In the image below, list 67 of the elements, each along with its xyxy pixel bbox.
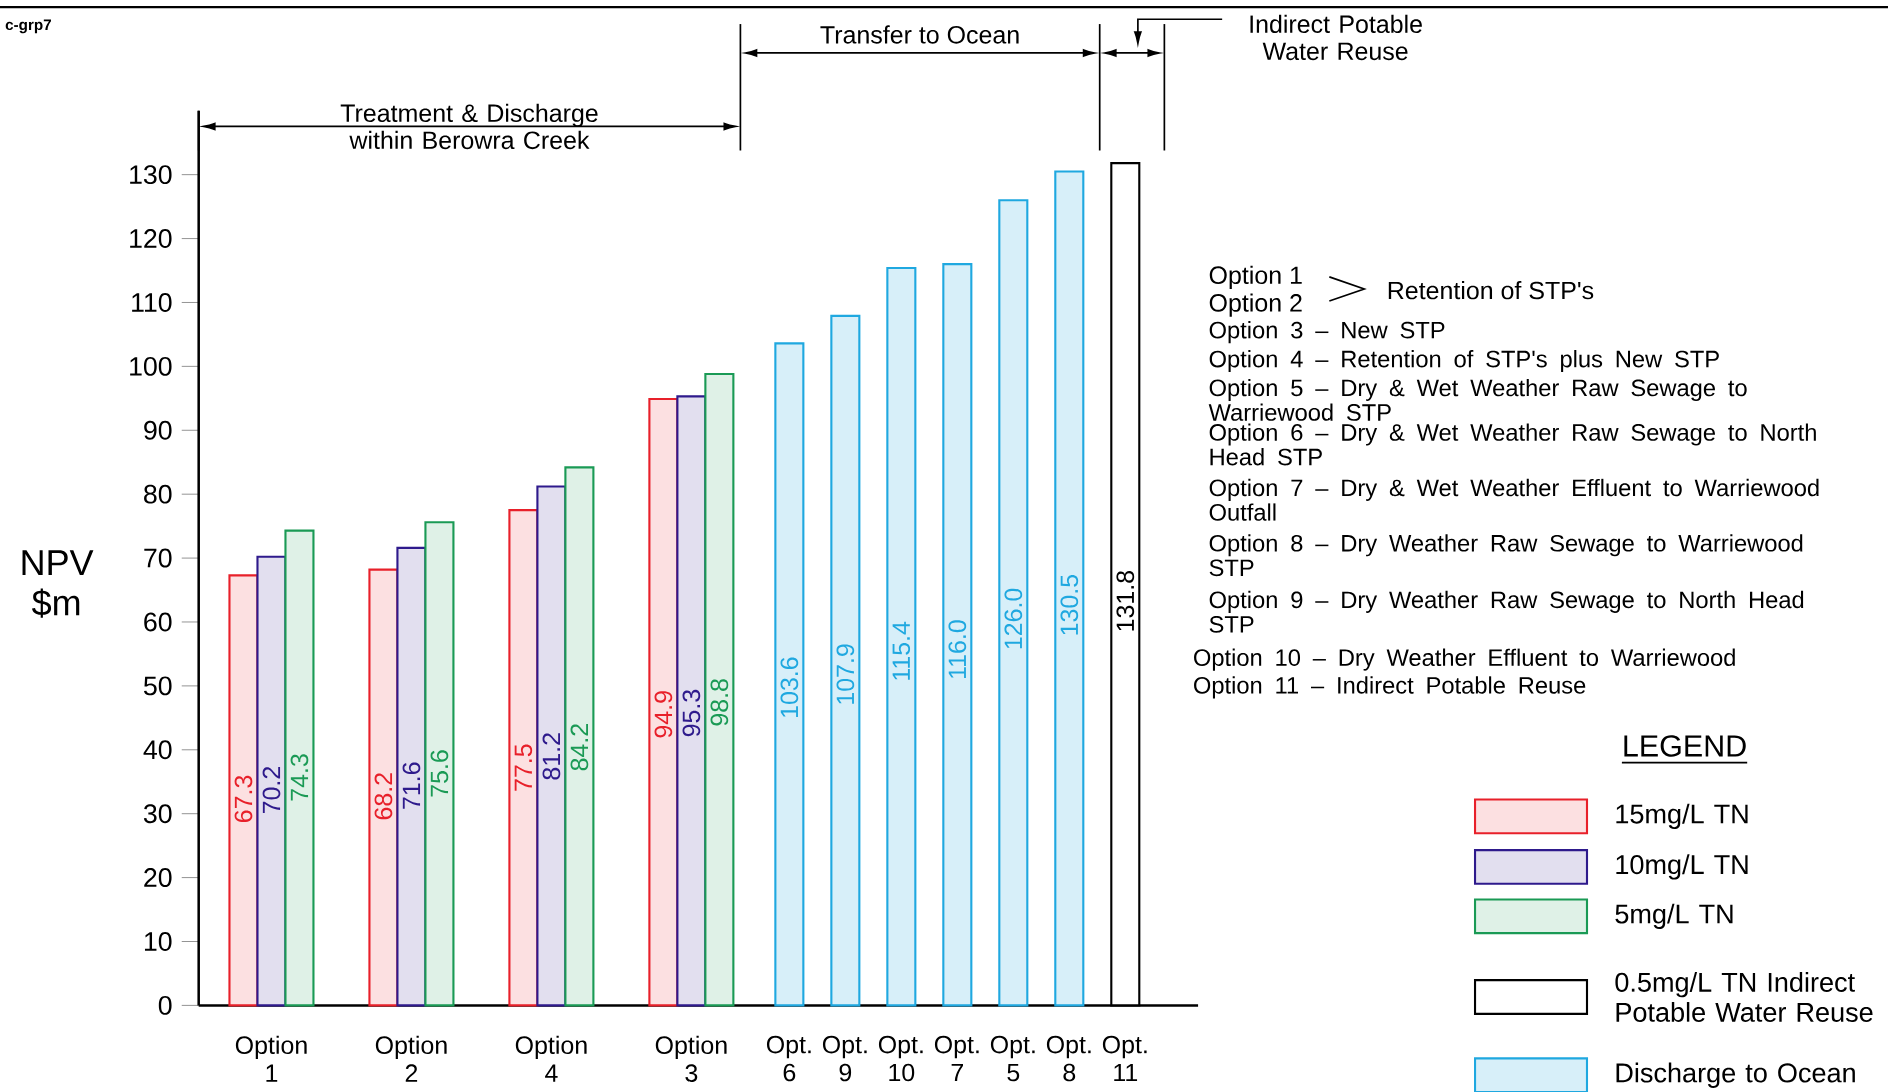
y-tick-label: 100 [130,356,172,376]
x-tick-label: Option 2 [375,1035,447,1082]
annotation: Treatment & Discharge within Berowra Creek [340,103,598,150]
annotation: Option 11 – Indirect Potable Reuse [1194,676,1586,699]
text: Option 8 – Dry Weather Raw Sewage to Warriewood STP [1209,534,1803,577]
data-label: 95.3 [682,689,701,737]
data-label: 115.4 [892,621,911,680]
y-tick-label: 70 [144,548,172,568]
text: Option 9 – Dry Weather Raw Sewage to North Head STP [1209,590,1804,633]
x-tick-label: Opt. 10 [878,1035,923,1082]
x-tick-label: Opt. 9 [822,1035,867,1082]
annotation: Option 10 – Dry Weather Effluent to Warriewood [1194,648,1735,671]
text: Option 5 – Dry & Wet Weather Raw Sewage to Warriewood STP [1208,378,1747,421]
y-tick-label: 130 [130,165,172,185]
text: Retention of STP's [1388,280,1594,300]
legend-label: 5mg/L TN [1615,903,1733,929]
data-label: 103.6 [780,657,799,717]
data-label: 67.3 [234,775,253,822]
x-tick-label: Opt. 8 [1046,1035,1091,1082]
data-label: 68.2 [374,773,393,820]
x-tick-label: Opt. 6 [766,1035,811,1082]
data-label: 71.6 [402,762,421,809]
text: Option 4 – Retention of STP's plus New STP [1209,349,1719,373]
y-tick-label: 0 [158,995,172,1015]
text: Option 2 [1209,293,1302,317]
data-label: 74.3 [290,754,309,801]
y-tick-label: 20 [144,868,172,887]
data-label: 126.0 [1004,588,1023,649]
text: c-grp7 [5,19,51,34]
text: Indirect Potable Water Reuse [1250,14,1422,61]
y-tick-label: 60 [144,612,172,632]
text: Transfer to Ocean [820,25,1019,44]
data-label: 98.8 [710,679,729,726]
data-label: 75.6 [430,750,449,797]
data-label: 131.8 [1116,570,1135,631]
legend-label: 15mg/L TN [1616,803,1748,829]
y-tick-label: 110 [132,292,172,312]
y-axis-title: NPV $m [22,550,94,618]
legend-label: Discharge to Ocean [1616,1062,1855,1088]
x-tick-label: Option 3 [655,1035,727,1082]
y-tick-label: 40 [143,740,172,760]
x-tick-label: Opt. 11 [1102,1035,1147,1082]
legend-label: 0.5mg/L TN Indirect Potable Water Reuse [1615,971,1873,1022]
data-label: 116.0 [948,620,967,678]
data-label: 77.5 [514,744,533,791]
text: Option 6 – Dry & Wet Weather Raw Sewage to North Head STP [1209,423,1816,466]
legend-title: LEGEND [1624,735,1746,757]
data-label: 84.2 [570,724,589,771]
text: Option 1 [1209,265,1302,289]
x-tick-label: Option 4 [515,1035,587,1082]
legend-label: 10mg/L TN [1616,854,1748,880]
text: Option 7 – Dry & Wet Weather Effluent to Warriewood Outfall [1209,478,1819,521]
data-label: 70.2 [262,767,281,814]
text: Option 3 – New STP [1209,321,1445,344]
data-label: 94.9 [654,691,673,738]
x-tick-label: Opt. 5 [990,1035,1035,1082]
y-tick-label: 80 [144,484,172,504]
y-tick-label: 30 [143,804,172,824]
y-tick-label: 50 [143,676,172,696]
data-label: 107.9 [836,644,855,704]
y-tick-label: 90 [144,420,172,440]
y-tick-label: 120 [130,229,172,248]
data-label: 130.5 [1060,574,1079,635]
x-tick-label: Opt. 7 [934,1035,979,1082]
data-label: 81.2 [542,733,561,780]
y-tick-label: 10 [144,931,172,951]
x-tick-label: Option 1 [235,1035,307,1082]
